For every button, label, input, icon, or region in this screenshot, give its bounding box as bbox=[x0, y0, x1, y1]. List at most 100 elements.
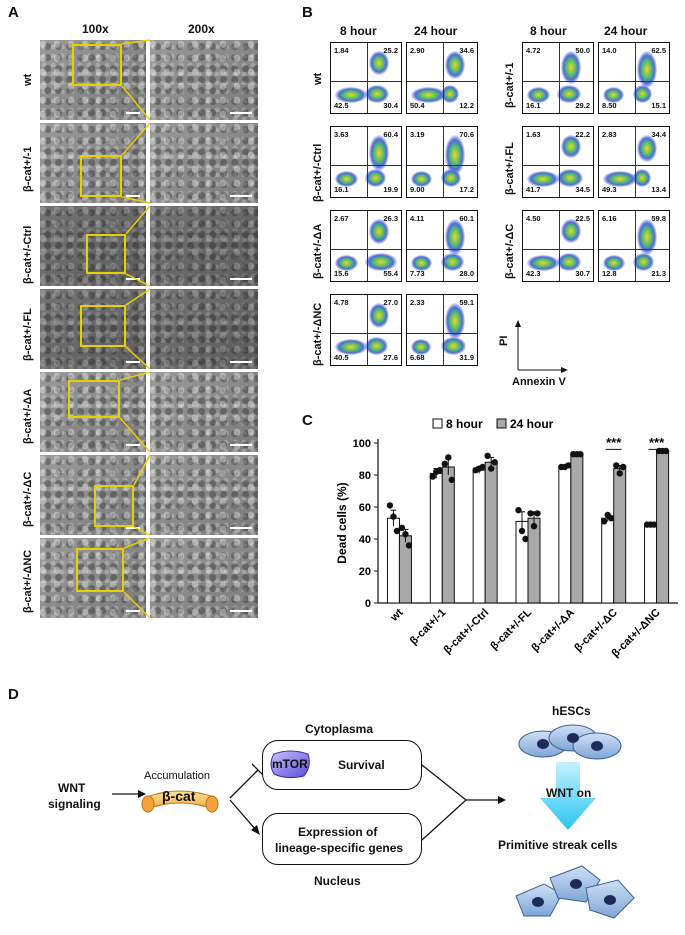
y-tick-label: 40 bbox=[359, 534, 371, 546]
flow-plot-7: 1.63 22.2 41.7 34.5 bbox=[522, 126, 594, 198]
flow-plot-3: 4.72 50.0 16.1 29.2 bbox=[522, 42, 594, 114]
quadrant-value-tr: 50.0 bbox=[575, 46, 590, 55]
mtor-label: mTOR bbox=[272, 757, 308, 771]
quadrant-value-bl: 8.50 bbox=[602, 101, 617, 110]
zoom-region-box bbox=[80, 155, 122, 197]
data-point bbox=[445, 454, 452, 461]
arrow-wnt-to-bcat bbox=[112, 790, 146, 798]
bcat-icon bbox=[141, 790, 219, 813]
wnt-on-label: WNT on bbox=[546, 786, 592, 800]
data-point bbox=[405, 542, 413, 549]
quadrant-value-tr: 26.3 bbox=[383, 214, 398, 223]
flow-plot-2: 2.90 34.6 50.4 12.2 bbox=[406, 42, 478, 114]
data-point bbox=[613, 462, 620, 469]
accumulation-label: Accumulation bbox=[144, 770, 211, 782]
data-point bbox=[390, 513, 397, 520]
quadrant-value-bl: 42.3 bbox=[526, 269, 541, 278]
y-axis-label: Dead cells (%) bbox=[335, 482, 349, 563]
micrograph-200x-row-1 bbox=[150, 40, 258, 120]
quadrant-value-tl: 4.11 bbox=[410, 214, 425, 223]
quadrant-value-tr: 27.0 bbox=[383, 298, 398, 307]
data-point bbox=[522, 535, 529, 543]
data-point bbox=[620, 463, 627, 471]
hescs-label: hESCs bbox=[552, 704, 591, 718]
quadrant-value-bl: 16.1 bbox=[526, 101, 541, 110]
significance-label-1: *** bbox=[606, 435, 622, 450]
micrograph-200x-row-6 bbox=[150, 455, 258, 535]
quadrant-value-bl: 50.4 bbox=[410, 101, 425, 110]
quadrant-value-tr: 22.2 bbox=[575, 130, 590, 139]
quadrant-value-tr: 59.1 bbox=[459, 298, 474, 307]
col-header-200x: 200x bbox=[188, 22, 215, 36]
flow-col-header-1: 8 hour bbox=[340, 24, 377, 38]
quadrant-value-br: 13.4 bbox=[651, 185, 666, 194]
quadrant-value-tl: 2.33 bbox=[410, 298, 425, 307]
quadrant-value-br: 34.5 bbox=[575, 185, 590, 194]
quadrant-value-bl: 40.5 bbox=[334, 353, 349, 362]
wnt-signaling-line1: WNT bbox=[58, 781, 86, 795]
quadrant-value-br: 30.4 bbox=[383, 101, 398, 110]
data-point bbox=[491, 459, 498, 466]
quadrant-value-bl: 16.1 bbox=[334, 185, 349, 194]
nucleus-label: Nucleus bbox=[314, 874, 361, 888]
flow-col-header-2: 24 hour bbox=[414, 24, 458, 38]
quadrant-value-tl: 6.16 bbox=[602, 214, 617, 223]
data-point bbox=[441, 460, 448, 467]
micrograph-200x-row-7 bbox=[150, 538, 258, 618]
panel-c-letter: C bbox=[302, 412, 313, 429]
scale-bar bbox=[230, 361, 252, 363]
expression-line2: lineage-specific genes bbox=[275, 841, 404, 855]
quadrant-value-tr: 59.8 bbox=[651, 214, 666, 223]
legend-swatch-2 bbox=[496, 418, 507, 429]
data-point bbox=[601, 518, 608, 525]
data-point bbox=[616, 470, 623, 477]
quadrant-value-br: 28.0 bbox=[459, 269, 474, 278]
data-point bbox=[398, 524, 406, 531]
flow-plot-6: 3.19 70.6 9.00 17.2 bbox=[406, 126, 478, 198]
cytoplasma-label: Cytoplasma bbox=[305, 722, 374, 736]
quadrant-value-bl: 15.6 bbox=[334, 269, 349, 278]
flow-plot-14: 2.33 59.1 6.68 31.9 bbox=[406, 294, 478, 366]
data-point bbox=[402, 531, 409, 538]
data-point bbox=[386, 502, 394, 509]
data-point bbox=[448, 476, 455, 483]
flow-plot-9: 2.67 26.3 15.6 55.4 bbox=[330, 210, 402, 282]
quadrant-value-tr: 70.6 bbox=[459, 130, 474, 139]
data-point bbox=[484, 452, 491, 459]
quadrant-value-tl: 3.63 bbox=[334, 130, 349, 139]
quadrant-value-br: 15.1 bbox=[651, 101, 666, 110]
scale-bar bbox=[126, 195, 140, 197]
flow-plot-10: 4.11 60.1 7.73 28.0 bbox=[406, 210, 478, 282]
data-point bbox=[650, 521, 658, 528]
quadrant-value-tr: 62.5 bbox=[651, 46, 666, 55]
quadrant-value-bl: 12.8 bbox=[602, 269, 617, 278]
wnt-on-arrow bbox=[540, 762, 596, 830]
flow-plot-8: 2.83 34.4 49.3 13.4 bbox=[598, 126, 670, 198]
quadrant-value-tr: 34.6 bbox=[459, 46, 474, 55]
data-point bbox=[608, 515, 615, 522]
scale-bar bbox=[230, 610, 252, 612]
primitive-streak-label: Primitive streak cells bbox=[498, 838, 618, 852]
quadrant-value-tr: 34.4 bbox=[651, 130, 666, 139]
quadrant-value-br: 31.9 bbox=[459, 353, 474, 362]
data-point bbox=[436, 467, 443, 474]
zoom-region-box bbox=[94, 485, 134, 527]
quadrant-value-tl: 4.50 bbox=[526, 214, 541, 223]
flow-axis-legend bbox=[515, 320, 568, 373]
bcat-label: β-cat bbox=[162, 788, 196, 804]
micrograph-200x-row-4 bbox=[150, 289, 258, 369]
data-point bbox=[515, 507, 522, 514]
data-point bbox=[487, 465, 495, 472]
micrograph-200x-row-3 bbox=[150, 206, 258, 286]
panel-a-letter: A bbox=[8, 4, 19, 21]
quadrant-value-br: 12.2 bbox=[459, 101, 474, 110]
legend-label-2: 24 hour bbox=[510, 417, 554, 431]
zoom-region-box bbox=[72, 44, 122, 86]
quadrant-value-tr: 25.2 bbox=[383, 46, 398, 55]
scale-bar bbox=[126, 527, 140, 529]
panel-b-letter: B bbox=[302, 4, 313, 21]
quadrant-value-br: 55.4 bbox=[383, 269, 398, 278]
significance-label-2: *** bbox=[649, 435, 665, 450]
hescs-cells-icon bbox=[518, 724, 622, 760]
